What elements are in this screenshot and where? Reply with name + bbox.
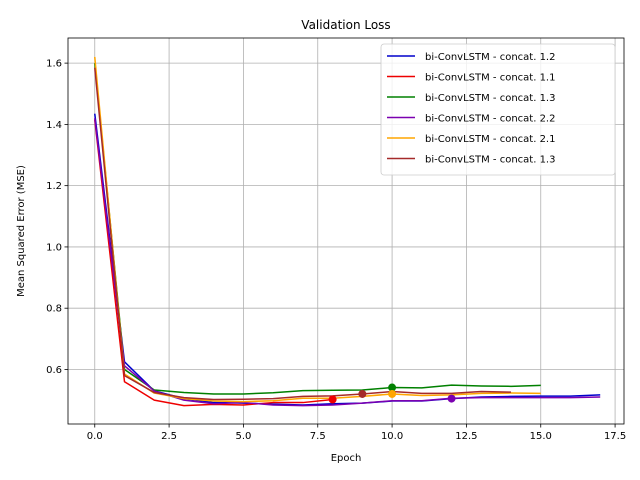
x-tick-label: 15.0	[530, 431, 552, 442]
y-axis-title: Mean Squared Error (MSE)	[16, 165, 27, 297]
plot-frame	[67, 37, 625, 425]
legend-label: bi-ConvLSTM - concat. 1.3	[425, 93, 555, 104]
legend-label: bi-ConvLSTM - concat. 1.2	[425, 52, 555, 63]
legend-label: bi-ConvLSTM - concat. 1.1	[425, 73, 555, 84]
series-line-5	[94, 56, 541, 403]
x-axis-title: Epoch	[331, 453, 362, 464]
x-tick-label: 0.0	[87, 431, 103, 442]
min-marker-5	[388, 389, 397, 398]
x-tick-label: 5.0	[235, 431, 251, 442]
min-marker-4	[447, 394, 456, 403]
series-line-4	[94, 118, 601, 407]
y-tick-label: 1.6	[46, 59, 62, 70]
legend: bi-ConvLSTM - concat. 1.2 bi-ConvLSTM - c…	[380, 43, 616, 176]
y-tick-label: 1.4	[46, 120, 62, 131]
min-markers	[328, 383, 456, 404]
ticks: 0.0 2.5 5.0 7.5 10.0 12.5 15.0 17.5 0.6 0.8 1.0 1.2…	[46, 59, 626, 442]
series-line-3	[94, 63, 541, 395]
legend-box	[380, 43, 616, 176]
x-tick-label: 2.5	[161, 431, 177, 442]
x-tick-label: 7.5	[310, 431, 326, 442]
y-tick-label: 0.6	[46, 365, 62, 376]
legend-label: bi-ConvLSTM - concat. 2.1	[425, 134, 555, 145]
x-tick-label: 17.5	[604, 431, 626, 442]
y-tick-label: 1.0	[46, 242, 62, 253]
x-tick-label: 10.0	[381, 431, 403, 442]
min-marker-3	[388, 383, 397, 392]
x-tick-label: 12.5	[455, 431, 477, 442]
series-line-6	[94, 67, 512, 401]
min-marker-2	[328, 395, 337, 404]
chart-title: Validation Loss	[301, 18, 390, 32]
y-tick-label: 0.8	[46, 304, 62, 315]
min-marker-6	[358, 389, 367, 398]
y-tick-label: 1.2	[46, 181, 62, 192]
legend-label: bi-ConvLSTM - concat. 1.3	[425, 155, 555, 166]
legend-label: bi-ConvLSTM - concat. 2.2	[425, 114, 555, 125]
series-layer	[94, 56, 601, 407]
